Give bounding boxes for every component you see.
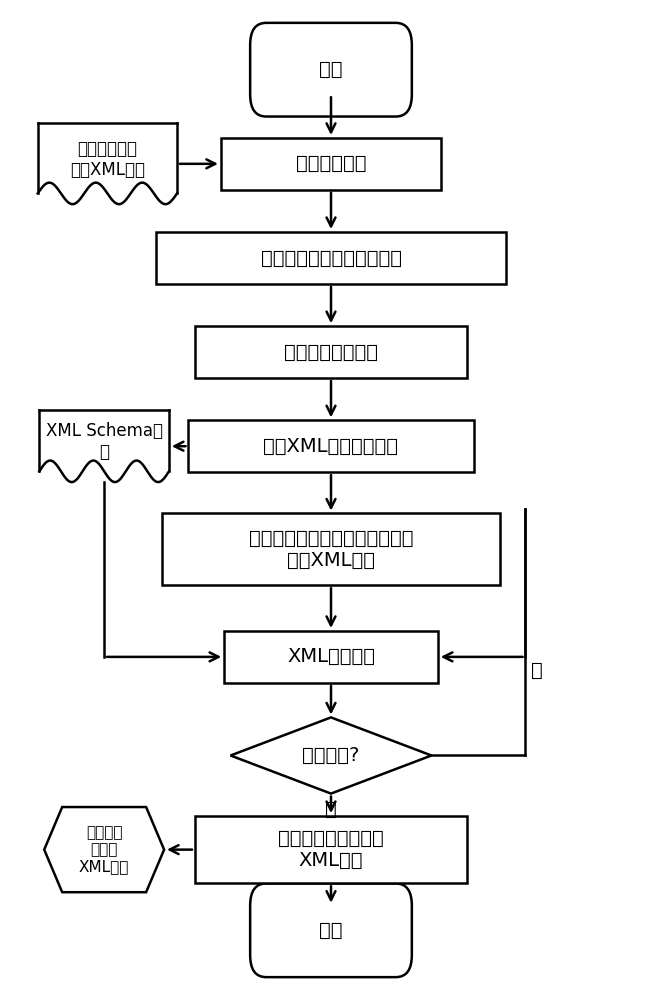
Text: 保存标准化心电信号
XML文档: 保存标准化心电信号 XML文档 xyxy=(278,829,384,870)
Text: 抽取有效信息: 抽取有效信息 xyxy=(296,154,366,173)
Bar xyxy=(189,420,473,472)
Text: 设计XML文档数据结构: 设计XML文档数据结构 xyxy=(263,437,399,456)
Text: 对应输入信息，生成标准化心电
信号XML文档: 对应输入信息，生成标准化心电 信号XML文档 xyxy=(249,529,413,570)
Polygon shape xyxy=(44,807,164,892)
Bar xyxy=(195,326,467,378)
Bar xyxy=(162,513,500,585)
Text: 否: 否 xyxy=(531,661,543,680)
Text: 开始: 开始 xyxy=(319,60,343,79)
Bar xyxy=(224,631,438,683)
Text: XML Schema文
档: XML Schema文 档 xyxy=(46,422,163,461)
Text: 结束: 结束 xyxy=(319,921,343,940)
FancyBboxPatch shape xyxy=(250,883,412,977)
Polygon shape xyxy=(230,717,432,794)
Text: 多种原始心电
信号XML文档: 多种原始心电 信号XML文档 xyxy=(70,140,145,179)
Text: XML文档验证: XML文档验证 xyxy=(287,647,375,666)
Bar xyxy=(221,138,441,190)
FancyBboxPatch shape xyxy=(250,23,412,117)
Bar xyxy=(156,232,506,284)
Text: 标准化心
电信号
XML文档: 标准化心 电信号 XML文档 xyxy=(79,825,129,875)
Bar xyxy=(195,816,467,883)
Text: 对信息标准化处理: 对信息标准化处理 xyxy=(284,343,378,362)
Text: 检验关键信息，生成错误码: 检验关键信息，生成错误码 xyxy=(261,248,401,267)
Text: 通过验证?: 通过验证? xyxy=(303,746,359,765)
Text: 是: 是 xyxy=(325,800,337,819)
